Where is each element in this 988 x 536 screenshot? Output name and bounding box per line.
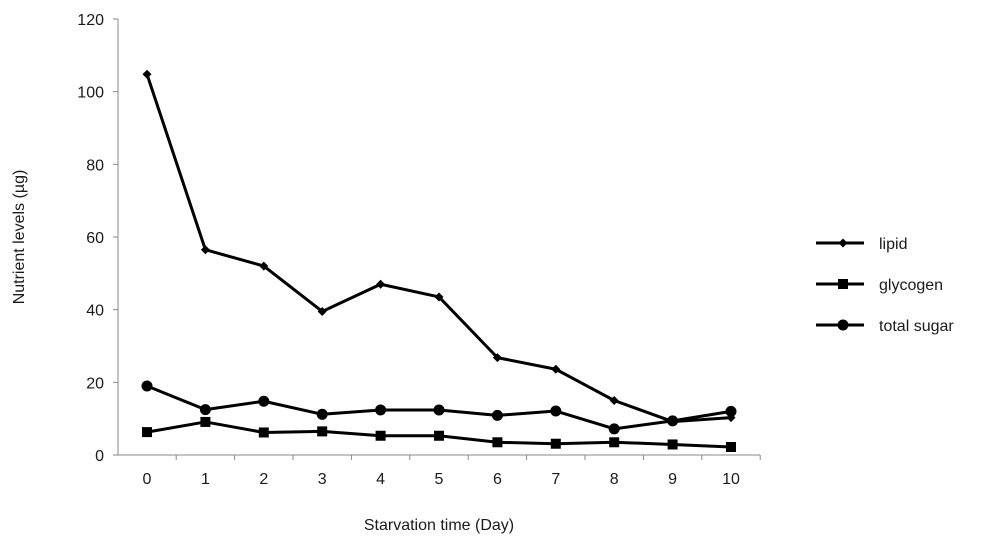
y-tick-label: 40 [86,303,104,320]
data-point-glycogen [667,439,678,450]
y-tick-label: 20 [86,375,104,392]
data-point-glycogen [200,416,211,427]
data-point-glycogen [492,437,503,448]
data-point-total-sugar [667,415,679,427]
x-tick-label: 3 [318,471,327,488]
data-point-lipid [376,279,386,289]
series-lipid [142,69,736,427]
data-point-lipid [142,69,152,79]
data-point-total-sugar [550,405,562,417]
data-point-total-sugar [199,404,211,416]
x-tick-label: 4 [376,471,385,488]
x-tick-label: 1 [201,471,210,488]
data-point-glycogen [375,430,386,441]
y-tick-label: 120 [77,12,104,29]
data-point-lipid [317,306,327,316]
data-point-lipid [492,353,502,363]
y-tick-label: 0 [95,448,104,465]
series-line-lipid [145,73,732,424]
data-point-glycogen [726,442,736,453]
legend-label-total-sugar: total sugar [879,318,954,335]
data-point-total-sugar [258,395,270,407]
data-point-lipid [259,261,269,271]
legend-label-lipid: lipid [879,236,907,253]
chart-legend: lipid glycogen total sugar [816,236,954,335]
data-point-total-sugar [375,404,387,416]
data-point-glycogen [550,438,561,449]
chart-axes: 0 20 40 60 80 100 120 0 1 2 3 4 5 6 7 8 9 10 [77,12,761,488]
chart-series [141,69,737,453]
series-total-sugar [141,380,737,435]
x-tick-label: 7 [551,471,560,488]
data-point-lipid [609,396,619,405]
y-axis-title: Nutrient levels (µg) [11,170,28,305]
x-tick-label: 6 [493,471,502,488]
data-point-glycogen [434,430,444,441]
data-point-total-sugar [141,380,153,392]
y-tick-label: 80 [86,157,104,174]
series-glycogen [142,416,736,453]
x-tick-label: 0 [143,471,152,488]
data-point-glycogen [609,437,620,448]
legend-marker-glycogen [838,279,848,289]
data-point-total-sugar [608,423,620,435]
data-point-total-sugar [433,404,445,416]
data-point-lipid [551,364,561,374]
x-tick-label: 2 [259,471,268,488]
x-axis-title: Starvation time (Day) [364,517,514,534]
data-point-glycogen [258,427,269,438]
data-point-total-sugar [725,405,737,417]
x-tick-label: 10 [722,471,740,488]
x-tick-label: 5 [435,471,444,488]
data-point-lipid [434,292,444,302]
y-tick-label: 60 [86,230,104,247]
legend-marker-lipid [838,238,848,248]
data-point-glycogen [142,427,152,438]
y-tick-label: 100 [77,85,104,102]
x-tick-label: 8 [610,471,619,488]
data-point-glycogen [317,426,328,437]
legend-label-glycogen: glycogen [879,277,943,294]
data-point-total-sugar [316,408,328,420]
x-tick-label: 9 [668,471,677,488]
data-point-lipid [200,245,210,255]
data-point-total-sugar [491,409,503,421]
legend-marker-total-sugar [837,319,849,331]
